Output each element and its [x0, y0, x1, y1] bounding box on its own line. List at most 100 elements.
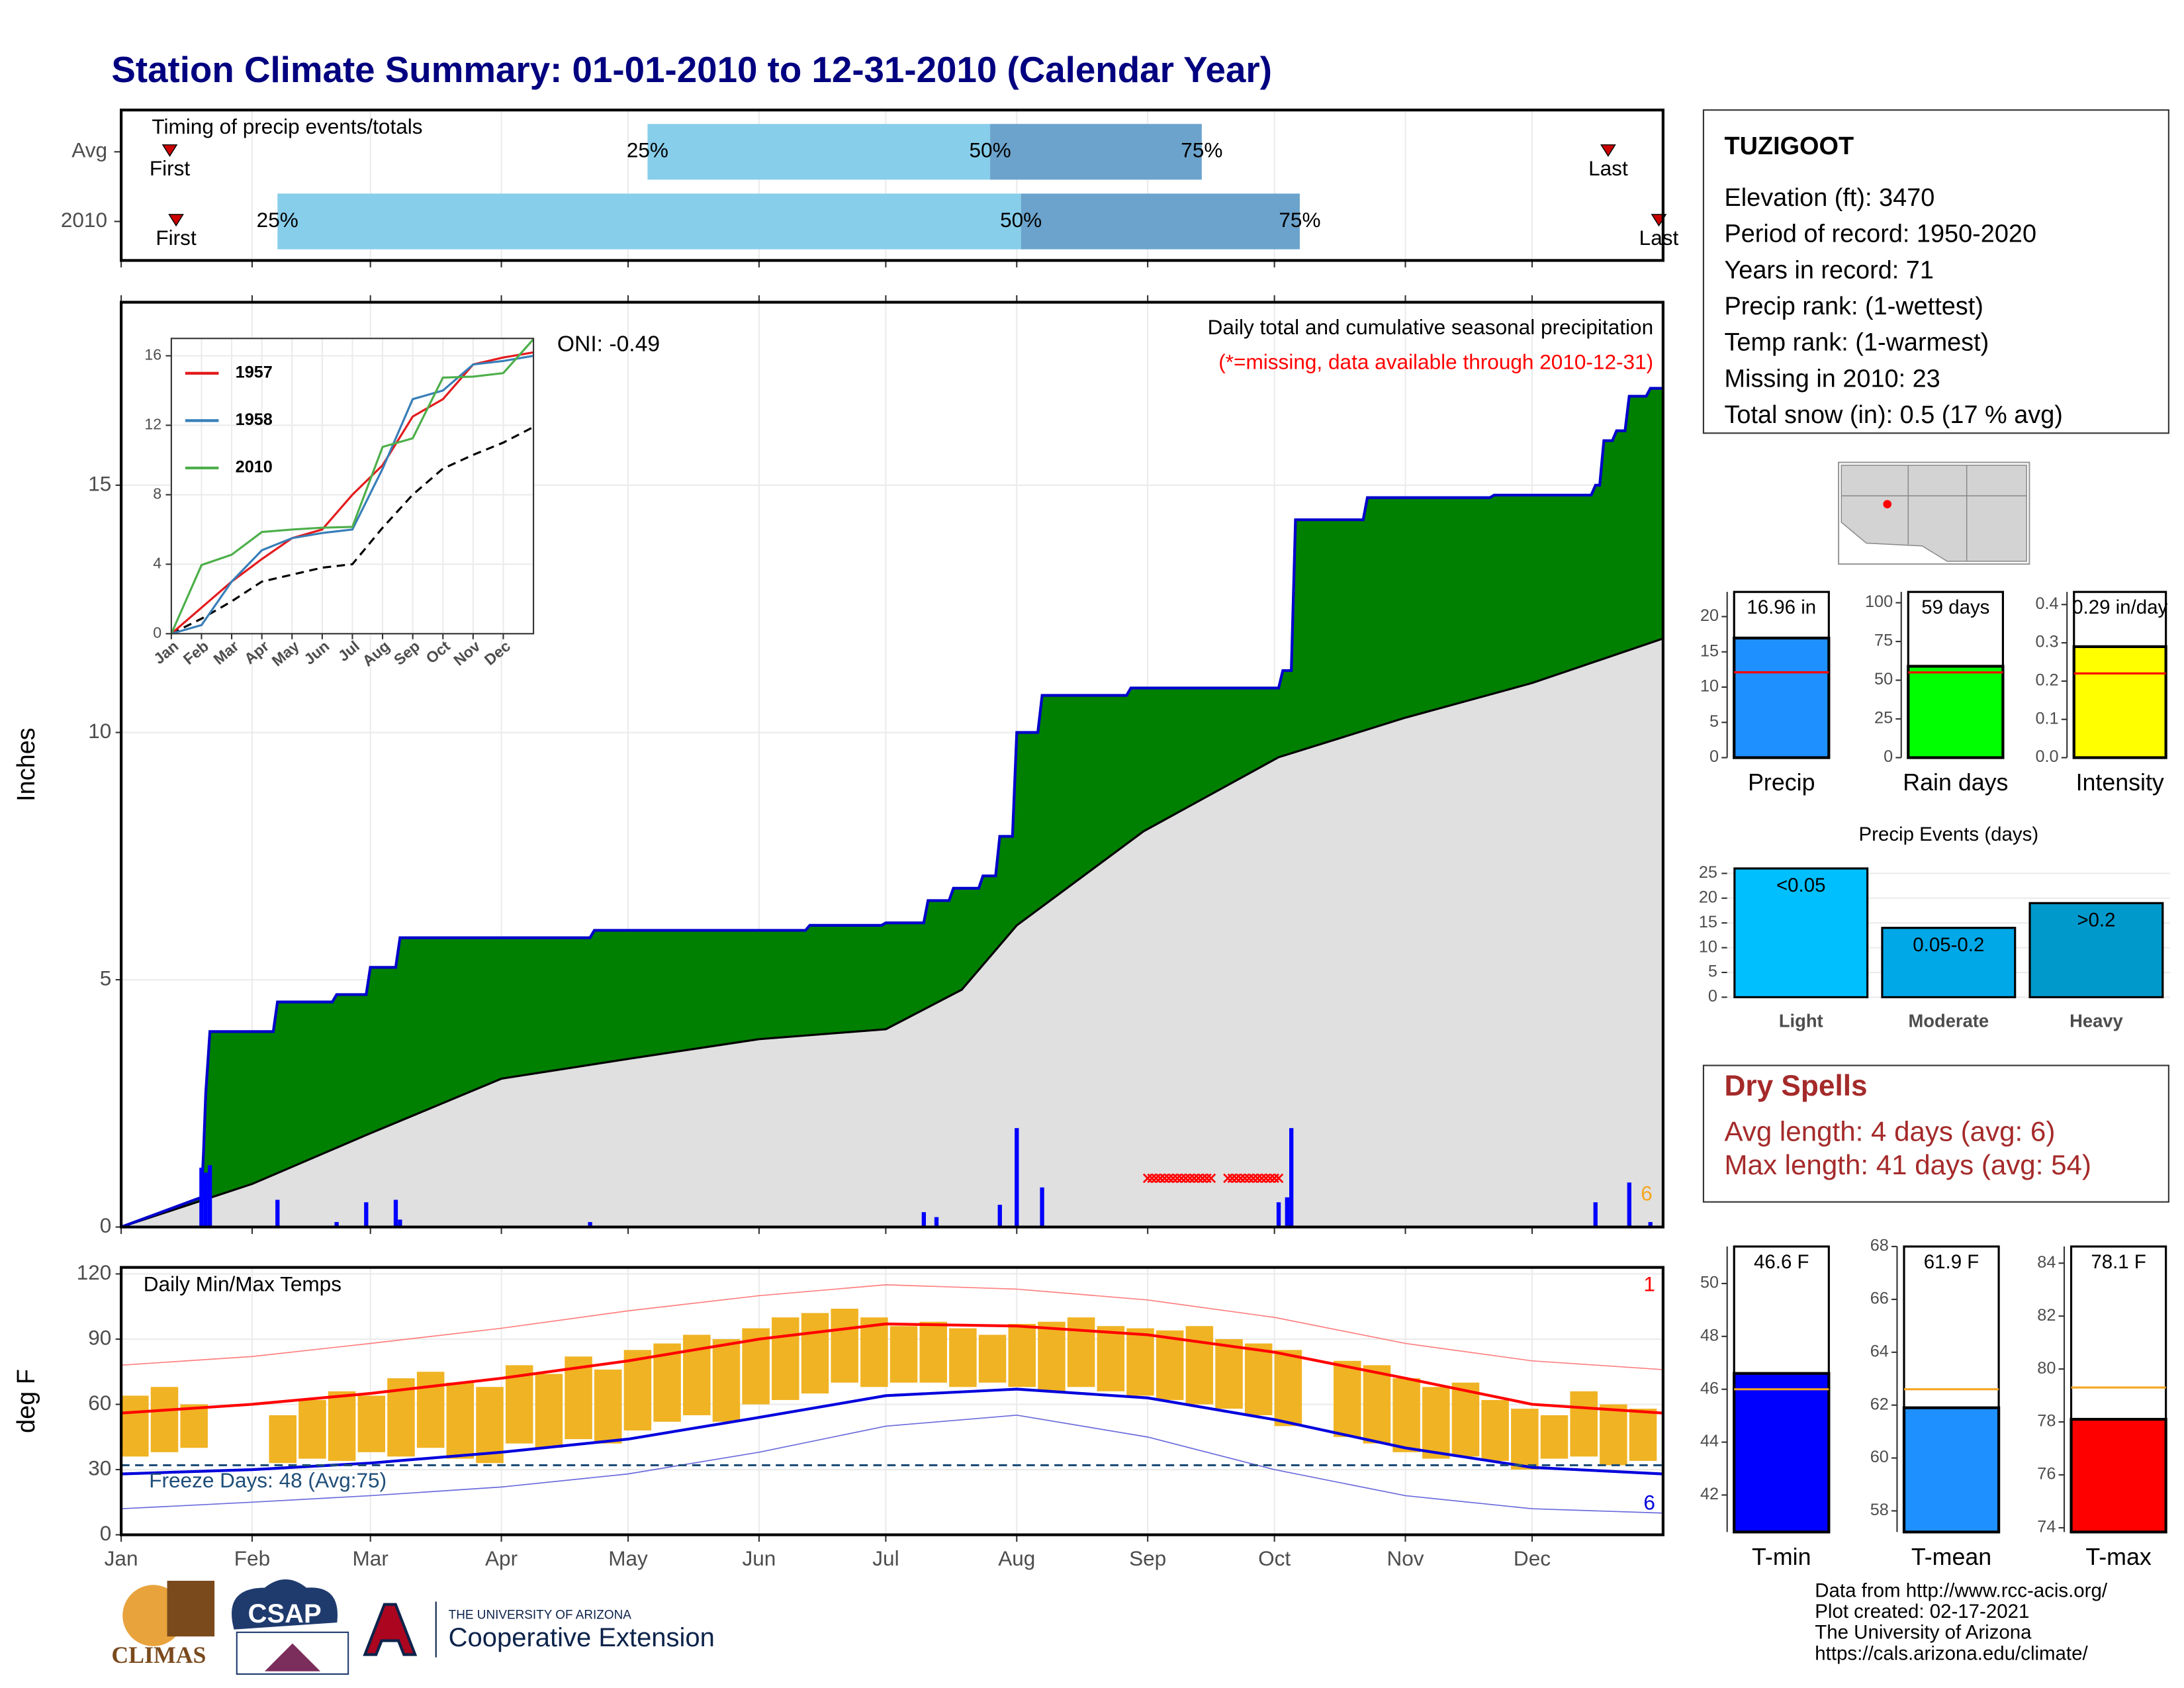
marker-first — [168, 214, 184, 227]
row-label: 2010 — [61, 208, 107, 232]
y-tick-label: 10 — [1700, 677, 1719, 696]
station-line: Temp rank: (1-warmest) — [1724, 329, 1989, 357]
missing-mark — [1236, 1173, 1246, 1184]
missing-mark — [1252, 1173, 1263, 1184]
y-tick-label: 0.1 — [2035, 709, 2058, 727]
temp-range-bar — [919, 1321, 947, 1383]
x-tick-label: Apr — [485, 1546, 518, 1570]
x-tick-label: Jul — [872, 1546, 899, 1570]
y-tick-label: 50 — [1700, 1274, 1719, 1292]
csap-logo — [264, 1643, 321, 1671]
y-tick-label: 0.3 — [2035, 633, 2058, 651]
missing-mark — [1176, 1173, 1187, 1184]
temp-range-bar — [298, 1399, 326, 1459]
x-tick-label: Moderate — [1909, 1011, 1989, 1031]
missing-mark — [1189, 1173, 1199, 1184]
series-line — [171, 338, 534, 634]
y-tick-label: 75 — [1874, 632, 1893, 650]
credit-line: Data from http://www.rcc-acis.org/ — [1815, 1580, 2108, 1602]
temp-range-bar — [1570, 1391, 1598, 1457]
event-bar — [1881, 927, 2017, 999]
quartile-bar — [990, 124, 1202, 180]
temp-range-bar — [535, 1374, 563, 1448]
temp-range-bar — [121, 1395, 149, 1457]
gauge-category: T-min — [1752, 1544, 1811, 1570]
y-tick-label: 84 — [2037, 1253, 2056, 1272]
temp-range-bar — [1481, 1399, 1509, 1461]
daily-bar — [275, 1199, 280, 1227]
x-tick-label: Feb — [234, 1546, 270, 1570]
x-tick-label: Jun — [742, 1546, 776, 1570]
temp-range-bar — [1156, 1330, 1184, 1400]
missing-mark — [1197, 1173, 1208, 1184]
y-tick-label: 25 — [1874, 709, 1893, 727]
corner-note: 6 — [1641, 1182, 1653, 1205]
missing-mark — [1269, 1173, 1279, 1184]
gauge-category: Rain days — [1903, 769, 2008, 796]
y-tick-label: 66 — [1870, 1289, 1889, 1308]
y-tick-label: 25 — [1699, 863, 1717, 882]
y-tick-label: 64 — [1870, 1342, 1889, 1360]
dry-spell-line: Max length: 41 days (avg: 54) — [1724, 1149, 2091, 1180]
x-tick-label: Aug — [998, 1546, 1035, 1570]
gauge-value-label: 0.29 in/day — [2072, 596, 2167, 618]
inset-frame — [170, 338, 535, 635]
gauge-category: Precip — [1748, 769, 1815, 796]
temp-range-bar — [889, 1326, 918, 1383]
temp-range-bar — [1392, 1378, 1420, 1452]
series-line — [171, 355, 534, 634]
gauge-value-label: 59 days — [1921, 596, 1989, 618]
missing-mark — [1142, 1173, 1153, 1184]
gauge-bar — [1907, 665, 2005, 759]
climas-text: CLIMAS — [111, 1642, 206, 1668]
y-tick-label: 62 — [1870, 1395, 1889, 1413]
csap-logo — [232, 1579, 338, 1630]
y-tick-label: 5 — [100, 966, 112, 990]
x-tick-label: Heavy — [2070, 1011, 2123, 1031]
credit-line: The University of Arizona — [1815, 1622, 2032, 1644]
cumulative-area — [121, 638, 1663, 1227]
quartile-bar — [1021, 193, 1300, 250]
credit-line: Plot created: 02-17-2021 — [1815, 1601, 2029, 1622]
x-tick-label: Jan — [105, 1546, 138, 1570]
temp-range-bar — [594, 1369, 622, 1444]
temp-range-bar — [1511, 1409, 1539, 1470]
cumulative-line — [120, 387, 1663, 1229]
missing-mark — [1223, 1173, 1233, 1184]
y-tick-label: 46 — [1700, 1379, 1719, 1397]
station-line: Precip rank: (1-wettest) — [1724, 293, 1983, 320]
daily-bar — [588, 1222, 592, 1227]
temp-range-bar — [1215, 1338, 1243, 1409]
gauge-value-label: 78.1 F — [2091, 1251, 2146, 1273]
temp-line — [121, 1284, 1663, 1370]
y-tick-label: 0.4 — [2035, 594, 2058, 613]
temp-range-bar — [1451, 1382, 1480, 1457]
row-label: Avg — [71, 138, 107, 162]
map-region — [1841, 464, 2027, 562]
temp-range-bar — [1334, 1360, 1361, 1437]
legend-label: 1957 — [236, 363, 273, 382]
daily-bar — [364, 1202, 369, 1227]
temp-range-bar — [357, 1395, 386, 1452]
daily-bar — [203, 1172, 208, 1227]
daily-bar — [398, 1219, 402, 1227]
marker-first — [161, 144, 178, 158]
station-line: Period of record: 1950-2020 — [1724, 220, 2036, 248]
temp-range-bar — [978, 1335, 1007, 1383]
freeze-label: Freeze Days: 48 (Avg:75) — [149, 1468, 387, 1492]
y-tick-label: 80 — [2037, 1359, 2056, 1378]
y-tick-label: 0.0 — [2035, 747, 2058, 766]
temp-range-bar — [1126, 1328, 1154, 1396]
bin-label: <0.05 — [1776, 874, 1826, 896]
daily-bar — [207, 1165, 212, 1227]
state-map — [1838, 461, 2030, 565]
event-bar — [2028, 902, 2164, 999]
gauge-bar — [1902, 1406, 2001, 1534]
cumulative-line — [120, 637, 1664, 1229]
y-tick-label: 15 — [88, 471, 111, 495]
y-tick-label: 44 — [1700, 1432, 1719, 1450]
y-tick-label: 76 — [2037, 1465, 2056, 1483]
temp-range-bar — [1008, 1323, 1036, 1387]
